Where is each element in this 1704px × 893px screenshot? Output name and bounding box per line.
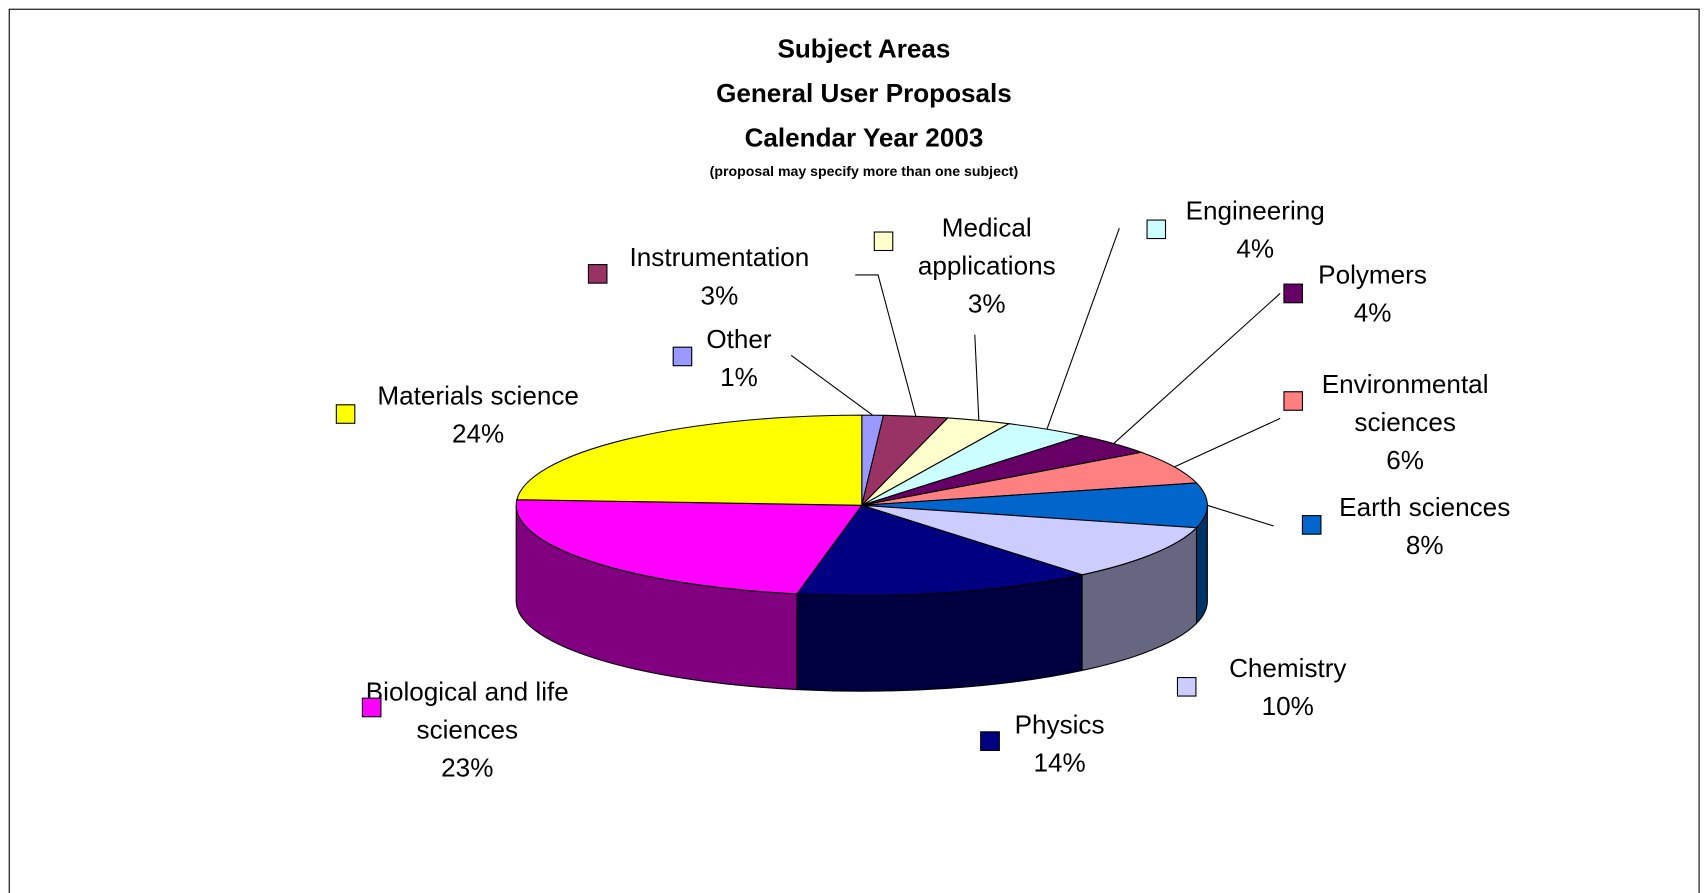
- category-name: Engineering: [1185, 196, 1325, 227]
- slice-label: Physics 14%: [1015, 706, 1105, 782]
- leader-line: [974, 334, 980, 421]
- legend-key: [361, 697, 382, 718]
- slice-label: Polymers 4%: [1318, 256, 1427, 332]
- slice-label: Engineering 4%: [1186, 192, 1325, 268]
- legend-key: [1301, 515, 1322, 535]
- category-name: Biological and life sciences: [365, 677, 569, 745]
- slice-label: Environmental sciences 6%: [1302, 366, 1508, 480]
- slice-label: Biological and life sciences 23%: [359, 673, 576, 787]
- category-name: Earth sciences: [1339, 493, 1511, 523]
- legend-key: [335, 404, 356, 424]
- legend-key: [1146, 219, 1167, 240]
- chart-title: Subject Areas: [777, 34, 951, 65]
- chart-subtitle: (proposal may specify more than one subj…: [709, 163, 1019, 180]
- legend-key: [1176, 677, 1197, 697]
- value-label: 6%: [1386, 446, 1424, 476]
- slice-label: Medical applications 3%: [900, 209, 1074, 323]
- legend-key: [873, 231, 894, 252]
- leader-line: [1174, 417, 1281, 468]
- slice-label: Instrumentation 3%: [630, 239, 810, 315]
- pie-slice: [515, 499, 863, 595]
- legend-key: [1283, 283, 1303, 304]
- value-label: 10%: [1261, 692, 1314, 722]
- category-name: Polymers: [1318, 260, 1427, 291]
- value-label: 1%: [720, 362, 758, 393]
- slice-label: Earth sciences 8%: [1339, 489, 1510, 565]
- value-label: 4%: [1236, 234, 1275, 265]
- pie-slice: [516, 414, 863, 506]
- category-name: Medical applications: [917, 213, 1056, 281]
- pie-slice: [795, 504, 1085, 597]
- leader-line: [855, 274, 917, 417]
- slice-label: Materials science 24%: [377, 377, 578, 453]
- chart-frame: [8, 8, 1700, 893]
- slice-label: Other 1%: [706, 321, 771, 397]
- value-label: 23%: [441, 753, 494, 783]
- value-label: 3%: [967, 289, 1006, 319]
- value-label: 8%: [1405, 531, 1444, 561]
- leader-line: [1046, 228, 1120, 430]
- pie-slice: [861, 504, 1198, 576]
- legend-key: [1283, 391, 1303, 411]
- value-label: 4%: [1353, 298, 1392, 329]
- slice-label: Chemistry 10%: [1229, 650, 1346, 726]
- legend-key: [980, 731, 1000, 751]
- leader-line: [1207, 504, 1274, 527]
- chart-title: General User Proposals: [716, 79, 1012, 109]
- value-label: 3%: [700, 281, 739, 311]
- chart-title: Calendar Year 2003: [744, 123, 984, 154]
- category-name: Instrumentation: [629, 243, 810, 273]
- category-name: Environmental sciences: [1321, 370, 1489, 438]
- legend-key: [587, 264, 608, 284]
- leader-line: [1113, 293, 1281, 444]
- pie-slice: [861, 451, 1198, 506]
- category-name: Other: [706, 324, 772, 355]
- leader-line: [790, 354, 873, 416]
- category-name: Physics: [1014, 710, 1105, 741]
- category-name: Materials science: [377, 381, 579, 411]
- value-label: 14%: [1033, 748, 1086, 779]
- category-name: Chemistry: [1229, 654, 1347, 684]
- value-label: 24%: [452, 419, 505, 449]
- legend-key: [672, 346, 693, 367]
